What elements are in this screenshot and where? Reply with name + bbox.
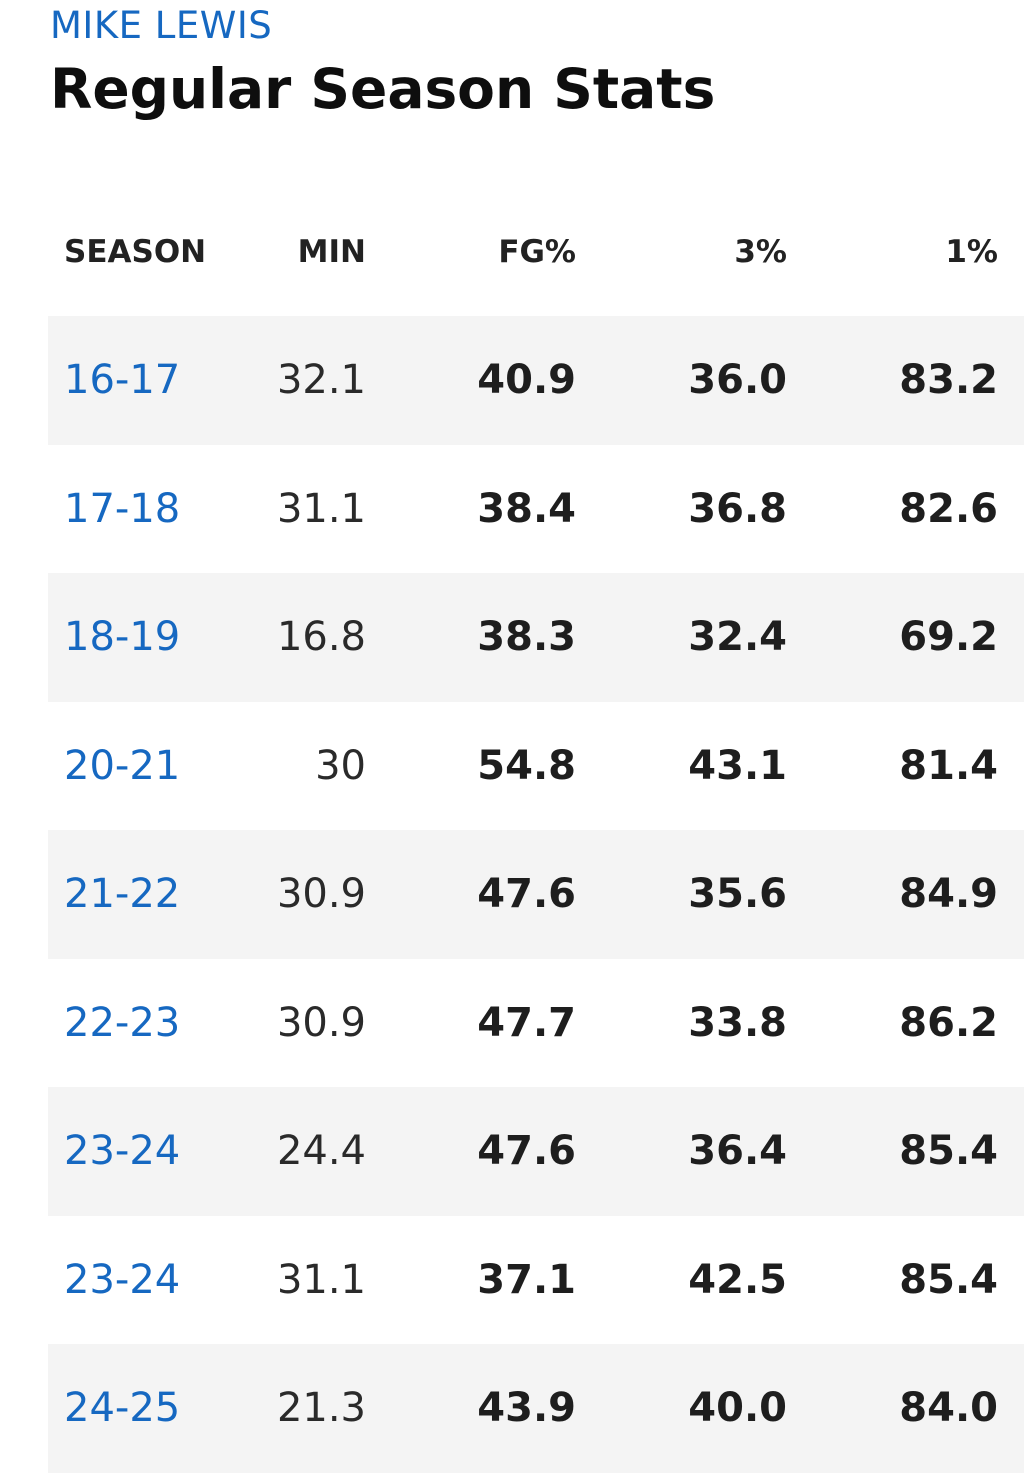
table-header-row: SEASON MIN FG% 3% 1% [48, 188, 1024, 316]
table-row: 18-19 16.8 38.3 32.4 69.2 [48, 573, 1024, 702]
three-pct-cell: 33.8 [688, 999, 787, 1046]
table-row: 17-18 31.1 38.4 36.8 82.6 [48, 445, 1024, 574]
player-name[interactable]: MIKE LEWIS [50, 4, 273, 47]
fg-pct-cell: 38.3 [477, 614, 576, 660]
table-row: 22-23 30.9 47.7 33.8 86.2 [48, 959, 1024, 1088]
season-link[interactable]: 20-21 [64, 742, 181, 789]
fg-pct-cell: 54.8 [477, 742, 576, 789]
ft-pct-cell: 86.2 [899, 999, 998, 1046]
ft-pct-cell: 84.0 [899, 1385, 998, 1431]
min-cell: 24.4 [276, 1128, 366, 1174]
page-title: Regular Season Stats [50, 57, 716, 121]
fg-pct-cell: 47.6 [477, 1128, 576, 1174]
three-pct-cell: 36.4 [688, 1128, 787, 1174]
column-header-season[interactable]: SEASON [64, 234, 207, 270]
three-pct-cell: 43.1 [688, 742, 787, 789]
table-row: 16-17 32.1 40.9 36.0 83.2 [48, 316, 1024, 445]
table-row: 23-24 31.1 37.1 42.5 85.4 [48, 1216, 1024, 1345]
three-pct-cell: 40.0 [688, 1385, 787, 1431]
season-link[interactable]: 18-19 [64, 614, 181, 660]
stats-table: SEASON MIN FG% 3% 1% 16-17 32.1 40.9 36.0 83… [48, 188, 1024, 1473]
ft-pct-cell: 84.9 [899, 871, 998, 917]
three-pct-cell: 32.4 [688, 614, 787, 660]
table-row: 24-25 21.3 43.9 40.0 84.0 [48, 1344, 1024, 1473]
min-cell: 31.1 [276, 1256, 366, 1303]
column-header-3pt-pct[interactable]: 3% [734, 234, 787, 270]
min-cell: 21.3 [276, 1385, 366, 1431]
ft-pct-cell: 85.4 [899, 1128, 998, 1174]
table-row: 21-22 30.9 47.6 35.6 84.9 [48, 830, 1024, 959]
three-pct-cell: 36.0 [688, 357, 787, 403]
season-link[interactable]: 22-23 [64, 999, 181, 1046]
table-row: 20-21 30 54.8 43.1 81.4 [48, 702, 1024, 831]
column-header-min[interactable]: MIN [297, 234, 366, 270]
min-cell: 16.8 [276, 614, 366, 660]
fg-pct-cell: 40.9 [477, 357, 576, 403]
column-header-ft-pct[interactable]: 1% [945, 234, 998, 270]
min-cell: 30.9 [276, 999, 366, 1046]
fg-pct-cell: 47.6 [477, 871, 576, 917]
season-link[interactable]: 17-18 [64, 485, 181, 532]
ft-pct-cell: 85.4 [899, 1256, 998, 1303]
three-pct-cell: 36.8 [688, 485, 787, 532]
min-cell: 30 [315, 742, 366, 789]
ft-pct-cell: 81.4 [899, 742, 998, 789]
column-header-fg-pct[interactable]: FG% [498, 234, 576, 270]
season-link[interactable]: 16-17 [64, 357, 181, 403]
three-pct-cell: 35.6 [688, 871, 787, 917]
ft-pct-cell: 69.2 [899, 614, 998, 660]
fg-pct-cell: 43.9 [477, 1385, 576, 1431]
season-link[interactable]: 21-22 [64, 871, 181, 917]
three-pct-cell: 42.5 [688, 1256, 787, 1303]
season-link[interactable]: 23-24 [64, 1128, 181, 1174]
min-cell: 32.1 [276, 357, 366, 403]
table-body: 16-17 32.1 40.9 36.0 83.2 17-18 31.1 38.4 36.8 82… [48, 316, 1024, 1473]
table-row: 23-24 24.4 47.6 36.4 85.4 [48, 1087, 1024, 1216]
season-link[interactable]: 23-24 [64, 1256, 181, 1303]
min-cell: 30.9 [276, 871, 366, 917]
season-link[interactable]: 24-25 [64, 1385, 181, 1431]
fg-pct-cell: 47.7 [477, 999, 576, 1046]
ft-pct-cell: 83.2 [899, 357, 998, 403]
min-cell: 31.1 [276, 485, 366, 532]
fg-pct-cell: 38.4 [477, 485, 576, 532]
fg-pct-cell: 37.1 [477, 1256, 576, 1303]
ft-pct-cell: 82.6 [899, 485, 998, 532]
